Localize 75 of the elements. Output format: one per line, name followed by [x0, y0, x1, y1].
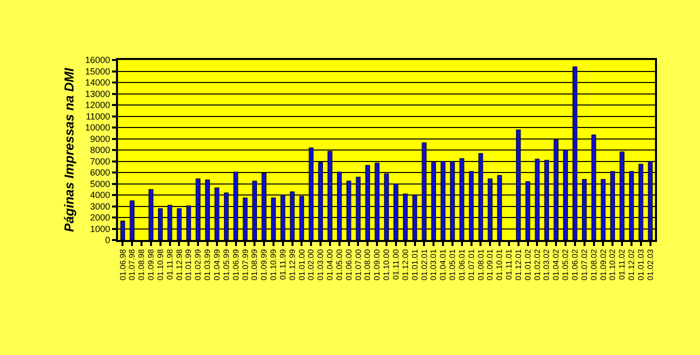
x-tick-label: 01.10.98	[156, 248, 165, 280]
x-tick-label: 01.02.02	[532, 248, 542, 280]
x-tick-label: 01.08.99	[250, 248, 260, 280]
x-tick-label: 01.07.00	[354, 248, 363, 280]
y-tick-label: 6000	[90, 168, 110, 178]
x-tick-label: 01.11.99	[278, 248, 288, 280]
x-tick-label: 01.05.01	[448, 248, 458, 280]
x-tick-label: 01.05.02	[561, 248, 570, 280]
x-tick-label: 01.11.01	[504, 248, 514, 280]
x-tick-label: 01.04.00	[326, 248, 335, 280]
x-tick-label: 01.08.98	[137, 248, 146, 280]
x-tick-label: 01.03.99	[203, 248, 212, 280]
y-tick-label: 5000	[90, 178, 110, 189]
x-tick-label: 01.08.02	[589, 248, 598, 280]
x-tick-label: 01.10.02	[608, 248, 618, 280]
x-tick-label: 01.09.02	[598, 248, 608, 280]
x-tick-label: 01.12.00	[400, 248, 410, 280]
x-tick-label: 01.11.02	[618, 248, 627, 280]
x-tick-label: 01.02.00	[306, 248, 316, 280]
y-tick-label: 10000	[85, 122, 110, 133]
x-tick-label: 01.01.01	[410, 248, 420, 280]
x-tick-label: 01.09.99	[260, 248, 269, 280]
x-tick-label: 01.06.02	[570, 248, 580, 280]
x-tick-label: 01.12.99	[288, 248, 297, 280]
x-tick-label: 01.06.99	[231, 248, 240, 280]
x-tick-label: 01.11.00	[392, 248, 401, 280]
x-tick-label: 01.07.98	[128, 248, 137, 280]
x-tick-label: 01.12.98	[174, 248, 184, 280]
x-tick-label: 01.02.03	[646, 248, 655, 280]
x-tick-label: 01.04.02	[552, 248, 561, 280]
y-tick-label: 4000	[90, 190, 110, 200]
y-tick-label: 14000	[85, 78, 110, 88]
x-tick-label: 01.01.02	[523, 248, 532, 280]
x-tick-label: 01.05.99	[222, 248, 231, 280]
x-tick-label: 01.08.01	[476, 248, 486, 280]
x-tick-label: 01.09.01	[486, 248, 495, 280]
y-axis-title: Páginas Impressas na DMI	[62, 68, 77, 232]
y-tick-label: 16000	[85, 55, 110, 66]
x-tick-label: 01.08.00	[363, 248, 372, 280]
x-tick-label: 01.01.00	[297, 248, 306, 280]
y-tick-label: 9000	[90, 134, 110, 144]
y-tick-label: 2000	[90, 212, 110, 223]
x-tick-label: 01.07.02	[580, 248, 589, 280]
x-tick-label: 01.02.01	[420, 248, 429, 280]
x-tick-label: 01.05.00	[334, 248, 344, 280]
x-tick-label: 01.01.99	[184, 248, 194, 280]
y-tick-label: 8000	[90, 145, 110, 156]
y-tick-label: 3000	[90, 201, 110, 212]
y-tick-label: 1000	[90, 224, 110, 234]
x-tick-label: 01.03.00	[316, 248, 326, 280]
y-tick-label: 13000	[85, 88, 110, 99]
x-tick-label: 01.01.03	[636, 248, 646, 280]
x-tick-label: 01.10.00	[382, 248, 392, 280]
x-tick-label: 01.10.01	[495, 248, 504, 280]
x-tick-label: 01.12.01	[514, 248, 523, 280]
x-tick-label: 01.09.00	[372, 248, 382, 280]
x-tick-label: 01.04.01	[438, 248, 448, 280]
x-tick-label: 01.04.99	[212, 248, 222, 280]
y-tick-label: 11000	[86, 111, 110, 122]
x-tick-label: 01.06.01	[457, 248, 466, 280]
y-tick-label: 12000	[85, 100, 110, 110]
x-tick-label: 01.03.02	[542, 248, 552, 280]
x-tick-label: 01.03.01	[429, 248, 438, 280]
x-tick-label: 01.06.98	[118, 248, 128, 280]
x-tick-label: 01.07.01	[466, 248, 476, 280]
x-tick-label: 01.06.00	[344, 248, 354, 280]
x-tick-label: 01.10.99	[269, 248, 278, 280]
y-tick-label: 15000	[85, 66, 110, 76]
x-tick-label: 01.07.99	[240, 248, 250, 280]
x-tick-label: 01.02.99	[194, 248, 203, 280]
y-tick-label: 0	[105, 235, 110, 246]
y-tick-label: 7000	[90, 156, 110, 166]
x-tick-label: 01.12.02	[627, 248, 636, 280]
x-tick-label: 01.11.98	[165, 248, 174, 280]
x-tick-label: 01.09.98	[146, 248, 156, 280]
